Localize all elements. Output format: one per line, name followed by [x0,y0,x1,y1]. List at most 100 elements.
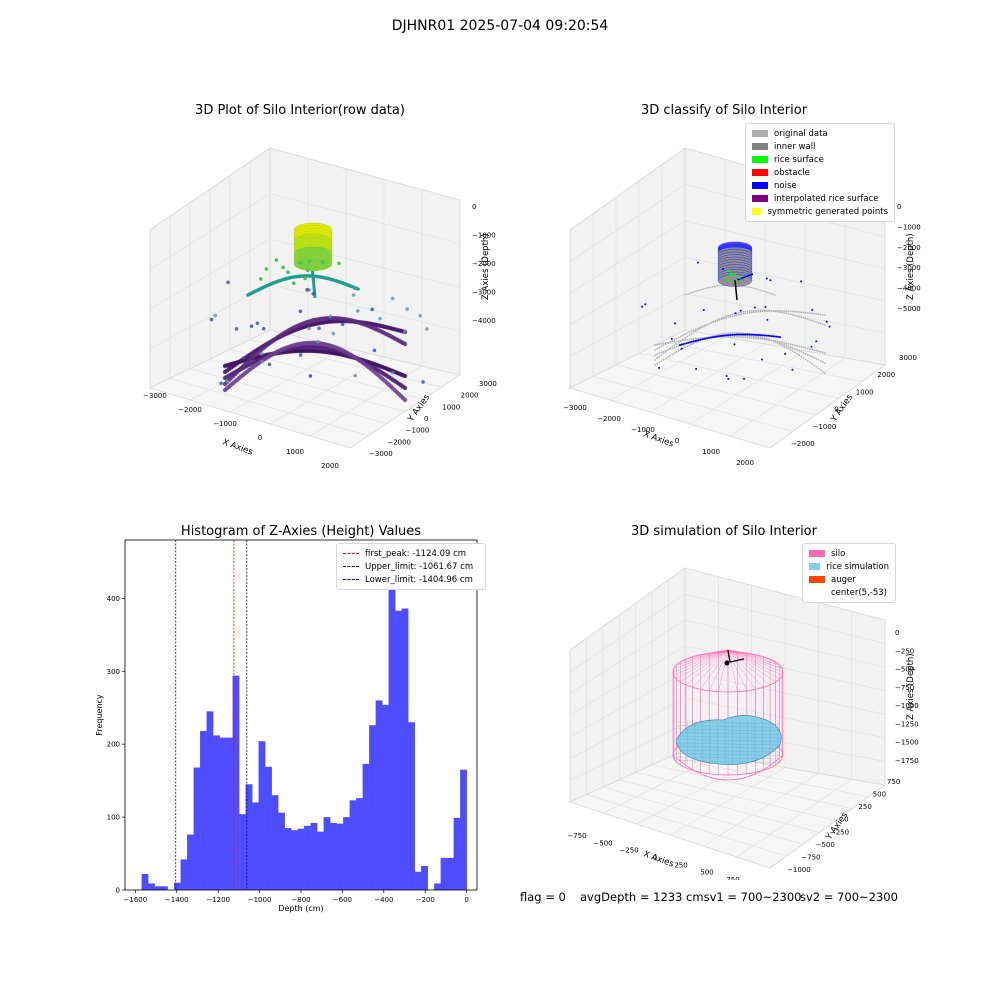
plot2-point [791,350,794,353]
histogram-bar [323,817,331,890]
plot2-point [744,310,747,313]
plot2-point [727,314,730,317]
plot2-noise [728,334,731,337]
plot1-x-tick: 0 [258,434,262,442]
plot4-silo-roof-line [727,649,783,676]
grid-line [569,671,686,738]
plot1-point [213,313,218,318]
plot2-point [821,370,824,373]
plot2-point [817,321,820,324]
plot2-noise [712,336,715,339]
plot2-point [815,313,818,315]
grid-line [569,567,686,651]
plot2-point [656,362,659,365]
grid-line [684,220,886,270]
plot2-point [738,336,740,338]
plot2-legend-swatch [752,195,768,202]
plot2-point [802,346,805,349]
plot2-legend-label: symmetric generated points [767,206,888,217]
plot1-point [425,327,429,331]
plot4-legend-item: center(5,-53) [809,586,889,599]
plot1-point [291,281,296,286]
plot2-point [809,318,811,321]
plot2-point [763,336,766,339]
plot2-rice [726,276,729,279]
plot2-point [700,288,703,291]
plot2-point [746,336,749,339]
plot2-noise [748,333,751,336]
plot2-noise [695,367,698,370]
plot2-noise [734,312,737,315]
plot2-point [781,341,783,344]
histogram-xlabel: Depth (cm) [278,904,323,913]
plot2-noise [765,277,768,280]
histogram-bar [310,822,318,890]
plot2-point [789,313,792,316]
plot2-noise [815,340,818,343]
plot2-legend-label: interpolated rice surface [774,193,879,204]
plot2-noise [680,347,683,350]
plot2-point [793,351,796,354]
grid-line [649,343,766,413]
plot4-silo-bottom [672,754,784,781]
grid-line [635,771,836,821]
plot2-point [824,324,826,326]
grid-line [603,755,719,814]
plot2-noise [687,341,690,344]
grid-line [684,567,886,621]
plot1-point [311,291,315,296]
plot2-point [686,293,688,296]
plot2-y-tick: −1000 [813,423,837,431]
histogram-legend-swatch [343,553,359,554]
plot2-x-tick: −2000 [597,415,621,423]
plot2-point [746,285,749,288]
plot2-point [809,361,811,364]
plot2-point [731,335,734,338]
plot2-point [710,321,712,324]
plot2-point [720,317,723,319]
histogram-bars [141,561,467,890]
plot2-noise [753,333,756,336]
grid-line [652,764,853,810]
plot4-legend-swatch [809,563,821,570]
grid-line [569,184,686,262]
histogram-bar [258,741,266,890]
plot2-noise [641,305,644,308]
plot1-cylinder-layer [293,256,333,272]
plot2-point [761,289,763,292]
plot2-noise [699,338,702,341]
plot2-point [677,345,680,347]
plot2-point [817,367,820,370]
plot1-ticks: −3000−2000−1000010002000−3000−2000−10000… [143,203,497,470]
plot4-silo-roof-line [673,649,729,669]
plot2-point [697,327,699,330]
grid-line [689,350,806,425]
plot2-noise [775,335,778,338]
grid-line [668,757,869,798]
plot4-z-tick: 0 [895,629,899,637]
plot2-point [800,311,803,314]
plot2-point [686,335,689,338]
plot2-point [711,285,714,288]
plot2-point [824,314,826,316]
plot2-point [656,357,659,360]
plot2-point [804,317,807,320]
plot2-point [813,312,816,315]
plot4-simulation [672,649,784,781]
plot1-point [264,267,269,271]
plot4-silo-roof-line [673,649,729,676]
plot2-point [798,354,801,357]
plot2-point [742,336,745,339]
plot2-legend-swatch [752,130,768,137]
plot2-point [673,346,676,349]
plot2-noise [761,358,764,361]
plot1-zlabel: Z Axies (Depth) [481,233,491,300]
plot2-point [813,356,816,359]
plot1-point [402,385,408,391]
plot4-legend-item: auger [809,573,889,586]
plot2-z-tick: 0 [897,203,901,211]
footer-sv2: sv2 = 700~2300 [800,890,898,904]
plot2-point [813,320,816,323]
histogram-bar [369,725,376,890]
plot2-point [759,289,762,291]
